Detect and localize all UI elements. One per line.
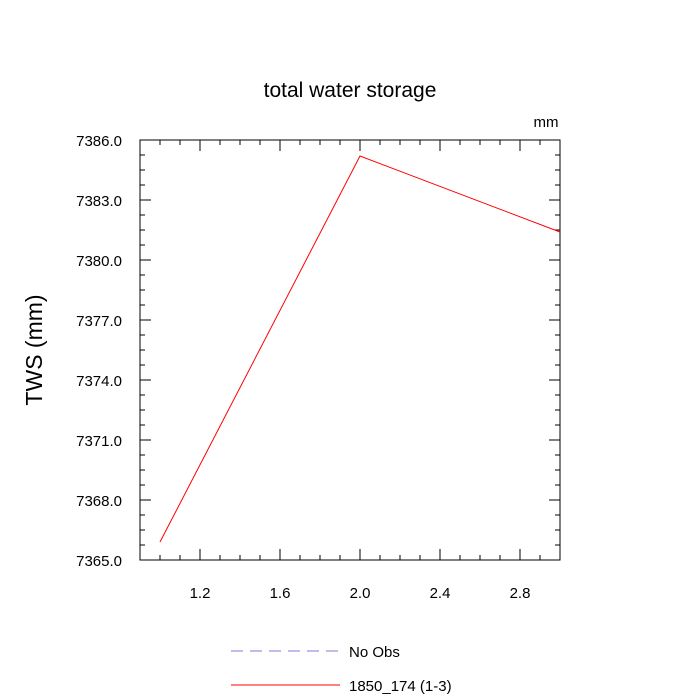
y-tick-label: 7386.0 xyxy=(76,133,122,150)
x-tick-label: 2.8 xyxy=(510,585,531,602)
y-tick-label: 7368.0 xyxy=(76,493,122,510)
y-tick-label: 7380.0 xyxy=(76,253,122,270)
x-tick-label: 2.4 xyxy=(430,585,451,602)
plot-frame xyxy=(139,139,561,561)
chart-series xyxy=(159,155,561,543)
y-tick-label: 7371.0 xyxy=(76,433,122,450)
y-tick-label: 7377.0 xyxy=(76,313,122,330)
y-tick-label: 7383.0 xyxy=(76,193,122,210)
plot-axes xyxy=(139,139,561,561)
y-tick-label: 7365.0 xyxy=(76,553,122,570)
legend-label: 1850_174 (1-3) xyxy=(349,678,452,695)
chart-title: total water storage xyxy=(264,79,437,102)
x-tick-label: 2.0 xyxy=(350,585,371,602)
chart-legend: No Obs 1850_174 (1-3) xyxy=(231,644,452,695)
x-axis-ticks: 1.2 1.6 2.0 2.4 2.8 xyxy=(139,140,561,602)
x-tick-label: 1.6 xyxy=(270,585,291,602)
y-axis-ticks: 7365.0 7368.0 7371.0 7374.0 7377.0 7380.0 7383… xyxy=(76,133,560,570)
x-tick-label: 1.2 xyxy=(190,585,211,602)
legend-label: No Obs xyxy=(349,644,400,661)
y-tick-label: 7374.0 xyxy=(76,373,122,390)
units-label: mm xyxy=(534,114,559,131)
y-axis-label: TWS (mm) xyxy=(21,294,47,405)
series-line xyxy=(159,155,561,543)
